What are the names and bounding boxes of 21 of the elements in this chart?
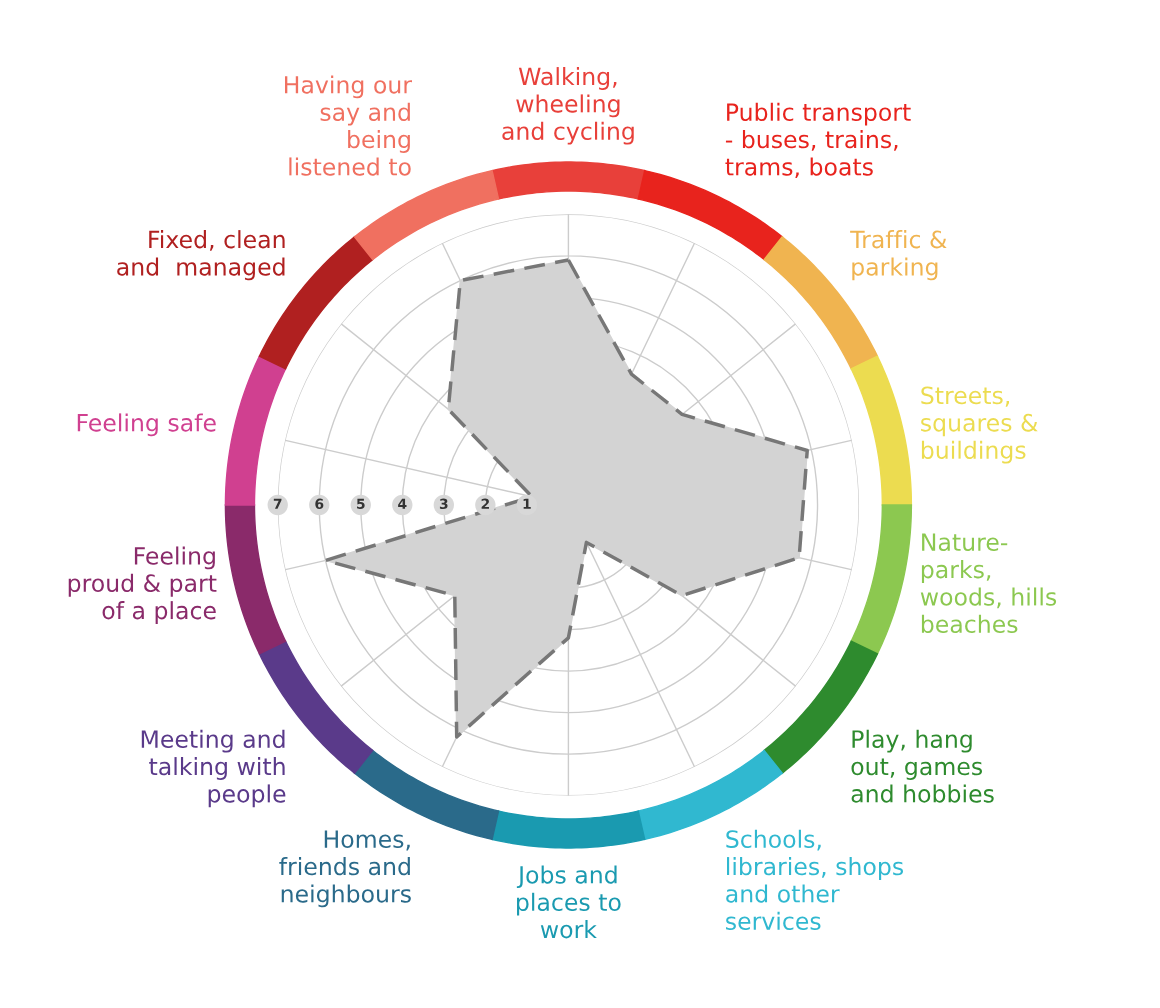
spoke-label: Meeting and talking with people (141, 729, 286, 808)
spoke-label: Feeling safe (77, 413, 216, 437)
spoke-label: Walking, wheeling and cycling (502, 67, 634, 145)
spoke-label: Public transport - buses, trains, trams, boats (725, 102, 911, 179)
spoke-label: Jobs and places to work (516, 865, 621, 939)
y-tick-label: 3 (439, 498, 448, 510)
spoke-label: Streets, squares & buildings (921, 386, 1038, 464)
y-tick-label: 7 (273, 498, 282, 509)
spoke-label: Feeling proud & part of a place (68, 546, 217, 624)
spoke-label: Schools, libraries, shops and other services (726, 829, 904, 931)
y-tick-label: 5 (357, 498, 365, 510)
spoke-label: Play, hang out, games and hobbies (851, 729, 994, 803)
y-tick-label: 2 (481, 498, 489, 509)
y-tick-label: 4 (398, 498, 407, 509)
spoke-label: Nature- parks, woods, hills beaches (920, 533, 1057, 634)
spoke-label: Fixed, clean and managed (117, 230, 285, 281)
spoke-label: Homes, friends and neighbours (279, 830, 411, 908)
y-tick-label: 6 (315, 498, 324, 510)
y-tick-label: 1 (523, 498, 531, 509)
spoke-label: Having our say and being listened to (285, 75, 413, 176)
spoke-label: Traffic & parking (850, 230, 947, 281)
